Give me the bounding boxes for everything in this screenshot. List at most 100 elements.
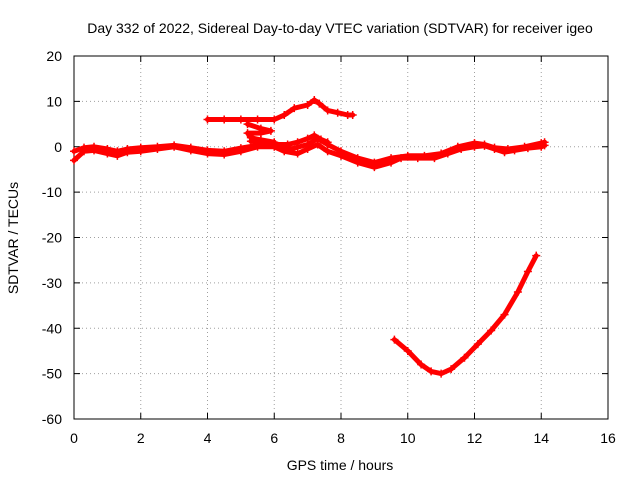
series-layer	[70, 96, 549, 378]
data-point	[293, 149, 302, 158]
series-upper-drop	[246, 131, 332, 149]
data-point	[316, 135, 325, 144]
y-tick-label: 10	[46, 93, 62, 109]
data-point	[290, 104, 299, 113]
data-point	[243, 129, 252, 138]
grid-lines	[74, 56, 608, 419]
data-point	[303, 134, 312, 143]
x-tick-label: 12	[467, 430, 483, 446]
data-point	[520, 142, 529, 151]
data-point	[246, 137, 255, 146]
data-point	[333, 108, 342, 117]
data-point	[390, 335, 399, 344]
data-point	[203, 115, 212, 124]
data-point	[540, 138, 549, 147]
data-point	[470, 139, 479, 148]
data-point	[286, 145, 295, 154]
data-point	[323, 138, 332, 147]
data-point	[270, 115, 279, 124]
data-point	[243, 120, 252, 129]
data-point	[447, 365, 456, 374]
x-axis-label: GPS time / hours	[287, 457, 394, 473]
data-point	[236, 144, 245, 153]
series-line	[71, 136, 548, 166]
data-point	[80, 143, 89, 152]
data-point	[123, 145, 132, 154]
data-point	[417, 360, 426, 369]
data-point	[90, 142, 99, 151]
series-line	[391, 253, 539, 377]
data-point	[353, 154, 362, 163]
y-tick-label: -30	[42, 275, 62, 291]
data-point	[220, 115, 229, 124]
y-tick-label: -20	[42, 230, 62, 246]
data-point	[303, 101, 312, 110]
data-point	[70, 147, 78, 156]
data-point	[437, 369, 446, 378]
x-tick-label: 14	[533, 430, 549, 446]
axis-ticks: 0 2 4 6 8 10 12 14 16 -60 -50 -40 -30 -20 -10 0 10 20	[42, 48, 616, 446]
data-point	[310, 96, 319, 105]
y-tick-label: -50	[42, 366, 62, 382]
x-tick-label: 0	[70, 430, 78, 446]
data-point	[236, 115, 245, 124]
data-point	[203, 146, 212, 155]
data-point	[473, 340, 482, 349]
data-point	[260, 138, 269, 147]
y-tick-label: 20	[46, 48, 62, 64]
data-point	[266, 126, 275, 135]
series-lower-arc	[390, 251, 541, 378]
data-point	[70, 156, 78, 165]
y-tick-label: -10	[42, 184, 62, 200]
data-point	[460, 353, 469, 362]
x-tick-label: 6	[270, 430, 278, 446]
data-point	[153, 142, 162, 151]
data-point	[480, 140, 489, 149]
x-tick-label: 2	[137, 430, 145, 446]
data-point	[280, 110, 289, 119]
y-tick-label: -40	[42, 320, 62, 336]
data-point	[453, 142, 462, 151]
data-point	[170, 141, 179, 150]
data-point	[113, 147, 122, 156]
x-tick-label: 8	[337, 430, 345, 446]
data-point	[348, 110, 357, 119]
y-tick-label: 0	[54, 139, 62, 155]
data-point	[256, 129, 265, 138]
data-point	[403, 346, 412, 355]
data-point	[500, 310, 509, 319]
data-point	[487, 326, 496, 335]
y-axis-label: SDTVAR / TECUs	[5, 182, 21, 294]
data-point	[523, 267, 532, 276]
data-point	[323, 106, 332, 115]
data-point	[490, 143, 499, 152]
x-tick-label: 4	[204, 430, 212, 446]
data-point	[370, 158, 379, 167]
data-point	[293, 138, 302, 147]
data-point	[220, 147, 229, 156]
data-point	[427, 367, 436, 376]
data-point	[323, 147, 332, 156]
data-point	[532, 251, 541, 260]
data-point	[186, 143, 195, 152]
x-tick-label: 16	[600, 430, 616, 446]
data-point	[103, 145, 112, 154]
data-point	[437, 149, 446, 158]
data-point	[503, 145, 512, 154]
data-point	[270, 140, 279, 149]
data-point	[310, 131, 319, 140]
data-point	[403, 151, 412, 160]
data-point	[283, 140, 292, 149]
y-tick-label: -60	[42, 411, 62, 427]
series-upper-arc	[203, 96, 357, 124]
data-point	[253, 115, 262, 124]
data-point	[513, 287, 522, 296]
data-point	[387, 154, 396, 163]
data-point	[315, 99, 324, 108]
data-point	[136, 143, 145, 152]
x-tick-label: 10	[400, 430, 416, 446]
data-point	[337, 147, 345, 156]
data-point	[420, 151, 429, 160]
chart-title: Day 332 of 2022, Sidereal Day-to-day VTE…	[87, 20, 593, 36]
